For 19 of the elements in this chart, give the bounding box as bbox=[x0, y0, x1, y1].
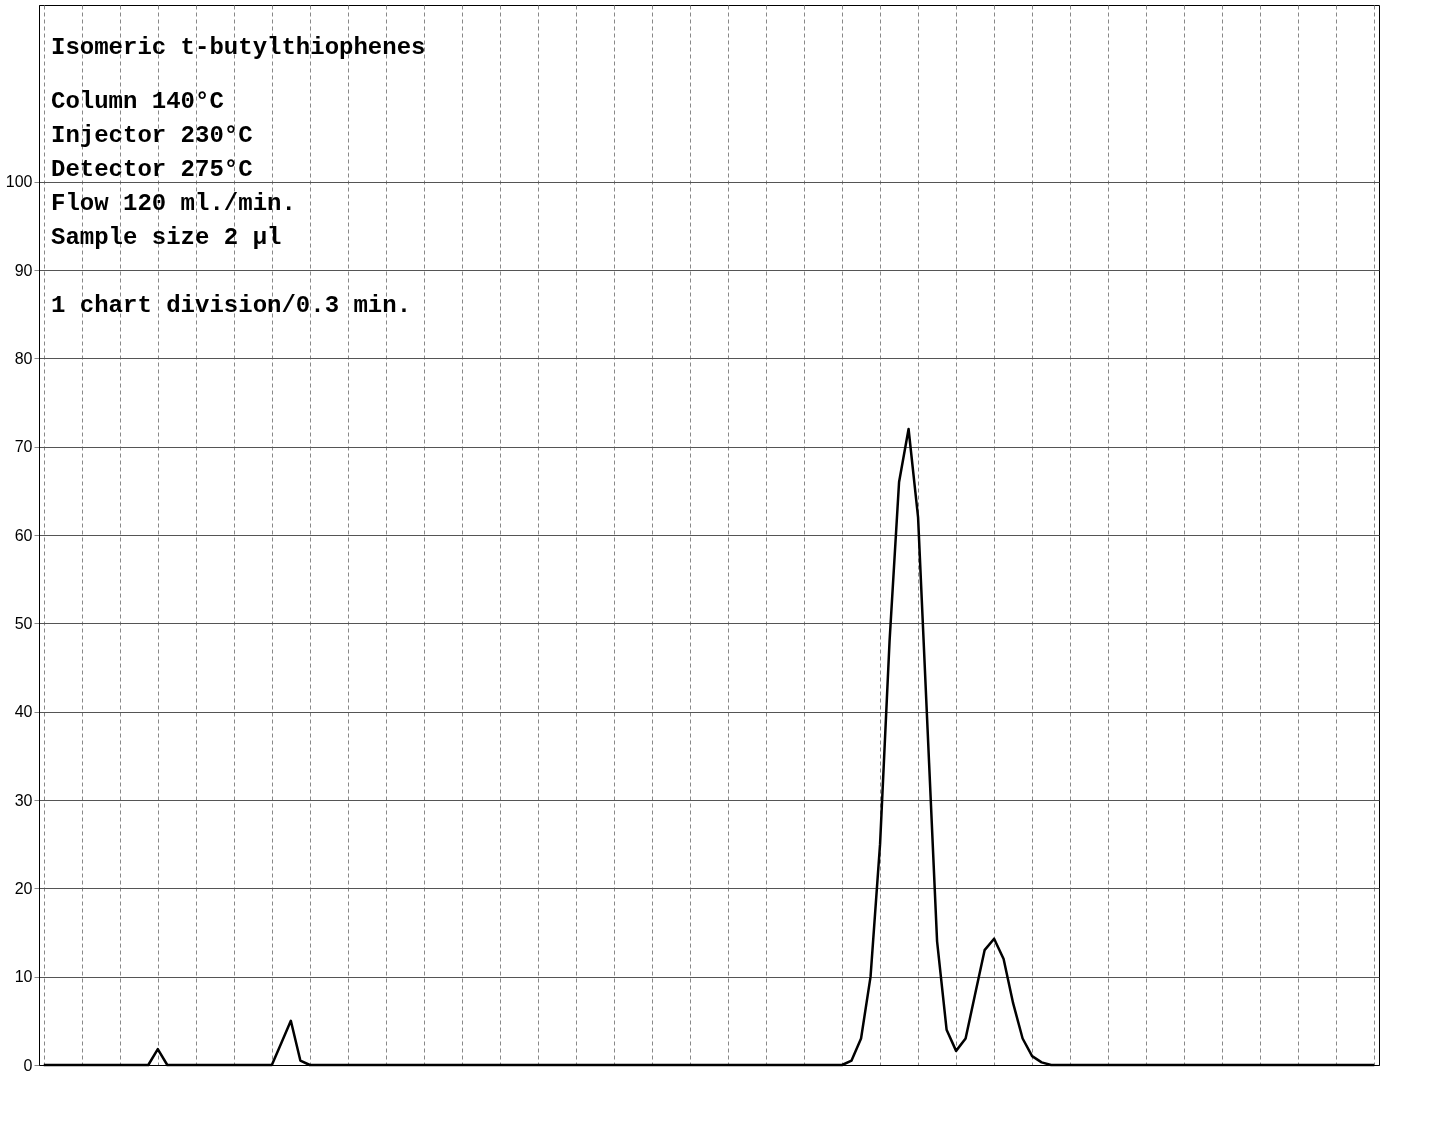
y-tick-label: 0 bbox=[23, 1056, 33, 1074]
line-series bbox=[42, 427, 1376, 1067]
annotation: Isomeric t-butylthiophenes bbox=[51, 34, 426, 61]
y-tick-label: 20 bbox=[14, 879, 33, 897]
y-tick-label: 30 bbox=[14, 791, 33, 809]
annotation: Sample size 2 µl bbox=[51, 224, 282, 252]
y-tick-label: 50 bbox=[14, 614, 33, 632]
y-tick-label: 10 bbox=[14, 968, 33, 986]
y-tick-label: 100 bbox=[5, 173, 33, 191]
annotation: Column 140°C bbox=[51, 88, 224, 116]
annotation: Injector 230°C bbox=[51, 122, 253, 150]
y-tick-label: 80 bbox=[14, 349, 33, 367]
y-tick-label: 70 bbox=[14, 438, 33, 456]
y-tick-label: 90 bbox=[14, 261, 33, 279]
annotation: Flow 120 ml./min. bbox=[51, 190, 296, 218]
annotation: 1 chart division/0.3 min. bbox=[51, 292, 412, 320]
annotation: Detector 275°C bbox=[51, 156, 253, 184]
y-tick-label: 60 bbox=[14, 526, 33, 544]
y-tick-label: 40 bbox=[14, 703, 33, 721]
